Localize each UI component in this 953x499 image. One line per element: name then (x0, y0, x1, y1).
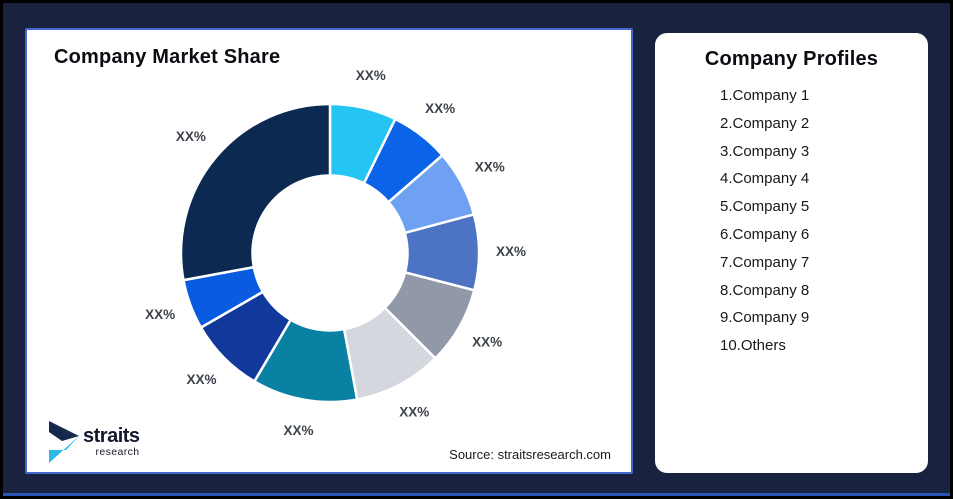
straits-logo-icon (49, 421, 80, 463)
company-list-item: 9.Company 9 (720, 309, 810, 327)
company-list-item: 6.Company 6 (720, 225, 810, 243)
slice-label-9: XX% (145, 307, 175, 322)
slice-label-3: XX% (475, 160, 505, 175)
chart-title: Company Market Share (54, 46, 281, 68)
slice-label-1: XX% (356, 68, 386, 83)
company-list-item: 1.Company 1 (720, 87, 810, 104)
company-list-item: 2.Company 2 (720, 114, 810, 132)
bottom-accent-line (3, 493, 950, 496)
slice-label-7: XX% (284, 423, 314, 438)
market-share-card: Company Market Share XX% XX% XX% XX% XX% XX% X… (25, 28, 633, 474)
company-list-item: 7.Company 7 (720, 253, 810, 271)
slice-label-2: XX% (425, 101, 455, 116)
company-profiles-card: Company Profiles 1.Company 1 2.Company 2 3… (655, 33, 928, 473)
company-list-item: 3.Company 3 (720, 142, 810, 160)
slice-label-10: XX% (176, 129, 206, 144)
company-list-item: 8.Company 8 (720, 281, 810, 299)
slice-label-8: XX% (186, 372, 216, 387)
logo-name: straits (83, 425, 140, 448)
logo-text: straits research (83, 426, 140, 458)
profiles-title: Company Profiles (704, 48, 879, 70)
source-attribution: Source: straitsresearch.com (449, 447, 611, 462)
slice-label-4: XX% (496, 244, 526, 259)
donut-slice-10 (179, 102, 332, 282)
straits-research-logo: straits research (47, 419, 140, 465)
company-list: 1.Company 1 2.Company 2 3.Company 3 4.Compa… (720, 82, 809, 360)
company-list-item: 5.Company 5 (720, 198, 810, 216)
slice-label-5: XX% (472, 334, 502, 349)
market-share-donut-chart: XX% XX% XX% XX% XX% XX% XX% XX% XX% XX% (145, 68, 526, 438)
company-list-item: 4.Company 4 (720, 170, 810, 188)
logo-subtitle: research (95, 446, 140, 459)
slice-label-6: XX% (399, 405, 429, 420)
company-list-item: 10.Others (720, 337, 786, 355)
